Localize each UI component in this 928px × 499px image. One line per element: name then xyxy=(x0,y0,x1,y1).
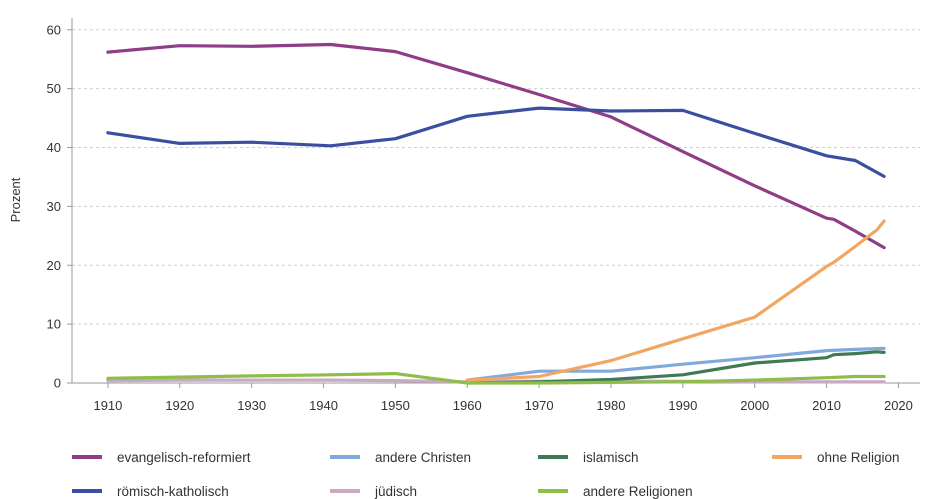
legend-label: jüdisch xyxy=(374,484,417,499)
legend-item: andere Christen xyxy=(330,450,471,465)
y-tick-labels: 0 10 20 30 40 50 60 xyxy=(47,22,61,390)
legend-label: islamisch xyxy=(583,450,639,465)
x-tick-label: 1950 xyxy=(381,398,410,413)
y-tick-label: 10 xyxy=(47,317,61,332)
y-tick-label: 20 xyxy=(47,258,61,273)
x-tick-label: 1930 xyxy=(237,398,266,413)
legend: evangelisch-reformiert andere Christen isl… xyxy=(72,450,900,499)
y-tick-label: 0 xyxy=(54,376,61,391)
x-tick-label: 1990 xyxy=(668,398,697,413)
y-tick-label: 60 xyxy=(47,22,61,37)
series-lines xyxy=(106,42,886,385)
x-tick-label: 1960 xyxy=(453,398,482,413)
x-tick-label: 2020 xyxy=(884,398,913,413)
x-tick-label: 1920 xyxy=(165,398,194,413)
legend-item: islamisch xyxy=(538,450,639,465)
legend-label: andere Religionen xyxy=(583,484,693,499)
x-tick-label: 1980 xyxy=(597,398,626,413)
y-tick-label: 30 xyxy=(47,199,61,214)
x-tick-label: 2010 xyxy=(812,398,841,413)
legend-item: andere Religionen xyxy=(538,484,693,499)
x-tick-label: 2000 xyxy=(740,398,769,413)
grid-lines xyxy=(72,29,920,325)
legend-label: ohne Religion xyxy=(817,450,900,465)
series-line-andere-religionen xyxy=(106,372,886,385)
legend-label: andere Christen xyxy=(375,450,471,465)
y-tick-label: 50 xyxy=(47,81,61,96)
series-line-evangelisch-reformiert xyxy=(106,42,886,250)
x-tick-label: 1910 xyxy=(93,398,122,413)
x-tick-label: 1940 xyxy=(309,398,338,413)
series-line-islamisch xyxy=(465,350,886,385)
legend-item: evangelisch-reformiert xyxy=(72,450,251,465)
x-tick-label: 1970 xyxy=(525,398,554,413)
series-line-römisch-katholisch xyxy=(106,106,886,178)
y-axis-title: Prozent xyxy=(8,177,23,222)
legend-label: römisch-katholisch xyxy=(117,484,229,499)
legend-item: jüdisch xyxy=(330,484,417,499)
y-tick-label: 40 xyxy=(47,140,61,155)
series-line-andere-christen xyxy=(465,346,886,382)
legend-item: römisch-katholisch xyxy=(72,484,229,499)
legend-item: ohne Religion xyxy=(772,450,900,465)
legend-label: evangelisch-reformiert xyxy=(117,450,251,465)
x-tick-labels: 1910 1920 1930 1940 1950 1960 1970 1980 1990 2000… xyxy=(93,398,912,413)
series-line-ohne-religion xyxy=(465,219,886,382)
